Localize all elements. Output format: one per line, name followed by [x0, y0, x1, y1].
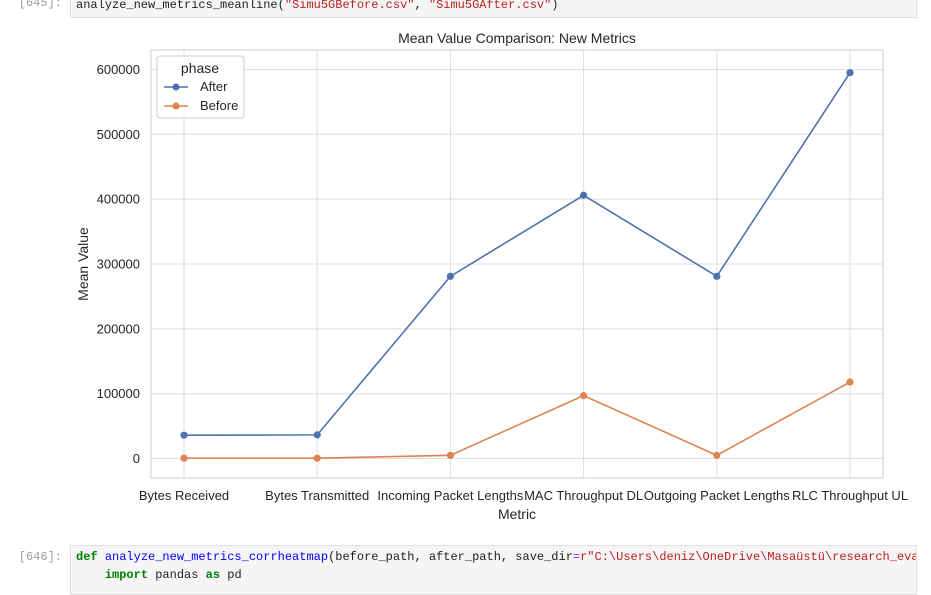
data-point-before	[313, 454, 321, 462]
legend-before-label: Before	[200, 98, 238, 113]
y-tick-label: 200000	[97, 321, 140, 336]
x-tick-label: Incoming Packet Lengths	[377, 488, 523, 503]
data-point-after	[713, 272, 721, 280]
legend-box	[156, 55, 245, 119]
data-point-before	[580, 392, 588, 400]
x-axis-label: Metric	[498, 506, 536, 522]
code-arg-before: "Simu5GBefore.csv"	[284, 0, 415, 12]
series-line-after	[183, 72, 851, 437]
y-tick-label: 600000	[97, 62, 140, 77]
code-cell-646[interactable]: def analyze_new_metrics_corrheatmap(befo…	[70, 545, 917, 595]
code-def-keyword: def	[76, 550, 98, 564]
code-alias: pd	[220, 568, 242, 582]
data-point-after	[313, 431, 321, 439]
code-separator: ,	[414, 0, 429, 12]
series-lines	[180, 69, 854, 462]
legend-title: phase	[181, 60, 219, 76]
data-point-before	[180, 454, 188, 462]
legend: phase After Before	[156, 55, 245, 119]
code-as-keyword: as	[205, 568, 221, 582]
data-point-before	[446, 451, 454, 459]
x-tick-label: Outgoing Packet Lengths	[644, 488, 790, 503]
y-tick-label: 500000	[97, 127, 140, 142]
x-tick-label: RLC Throughput UL	[792, 488, 908, 503]
plot-frame	[150, 49, 884, 479]
cell-prompt-645: [645]:	[18, 0, 62, 10]
line-chart: Mean Value Comparison: New Metrics Mean …	[75, 30, 908, 522]
code-cell-645[interactable]: analyze_new_metrics_meanline("Simu5GBefo…	[70, 0, 917, 18]
data-point-after	[846, 69, 854, 77]
x-tick-label: MAC Throughput DL	[524, 488, 643, 503]
code-paren: (	[277, 0, 285, 12]
legend-after-label: After	[200, 79, 228, 94]
legend-before-marker	[172, 102, 180, 110]
legend-after-marker	[172, 83, 180, 91]
data-point-after	[446, 272, 454, 280]
code-import-keyword: import	[104, 568, 149, 582]
y-tick-labels: 0 100000 200000 300000 400000 500000 600000	[97, 62, 140, 466]
data-point-before	[846, 378, 854, 386]
series-line-before	[184, 381, 851, 460]
code-paren: )	[551, 0, 559, 12]
y-tick-label: 100000	[97, 386, 140, 401]
x-tick-labels: Bytes Received Bytes Transmitted Incoming …	[139, 488, 908, 503]
x-tick-label: Bytes Received	[139, 488, 229, 503]
code-operator: =	[572, 550, 581, 564]
code-arg-after: "Simu5GAfter.csv"	[428, 0, 552, 12]
y-axis-label: Mean Value	[75, 227, 91, 301]
code-function-call: analyze_new_metrics_meanline	[76, 0, 278, 12]
code-module: pandas	[148, 568, 206, 582]
code-params: (before_path, after_path, save_dir	[328, 550, 573, 564]
code-function-name: analyze_new_metrics_corrheatmap	[104, 550, 329, 564]
data-point-after	[580, 191, 588, 199]
data-point-before	[713, 451, 721, 459]
y-tick-label: 400000	[97, 192, 140, 207]
chart-title: Mean Value Comparison: New Metrics	[398, 30, 636, 46]
code-default-path: r"C:\Users\deniz\OneDrive\Masaüstü\resea…	[580, 550, 917, 564]
y-tick-label: 0	[133, 451, 140, 466]
cell-prompt-646: [646]:	[18, 550, 62, 564]
grid-lines	[151, 50, 883, 478]
x-tick-label: Bytes Transmitted	[265, 488, 369, 503]
data-point-after	[180, 431, 188, 439]
y-tick-label: 300000	[97, 257, 140, 272]
